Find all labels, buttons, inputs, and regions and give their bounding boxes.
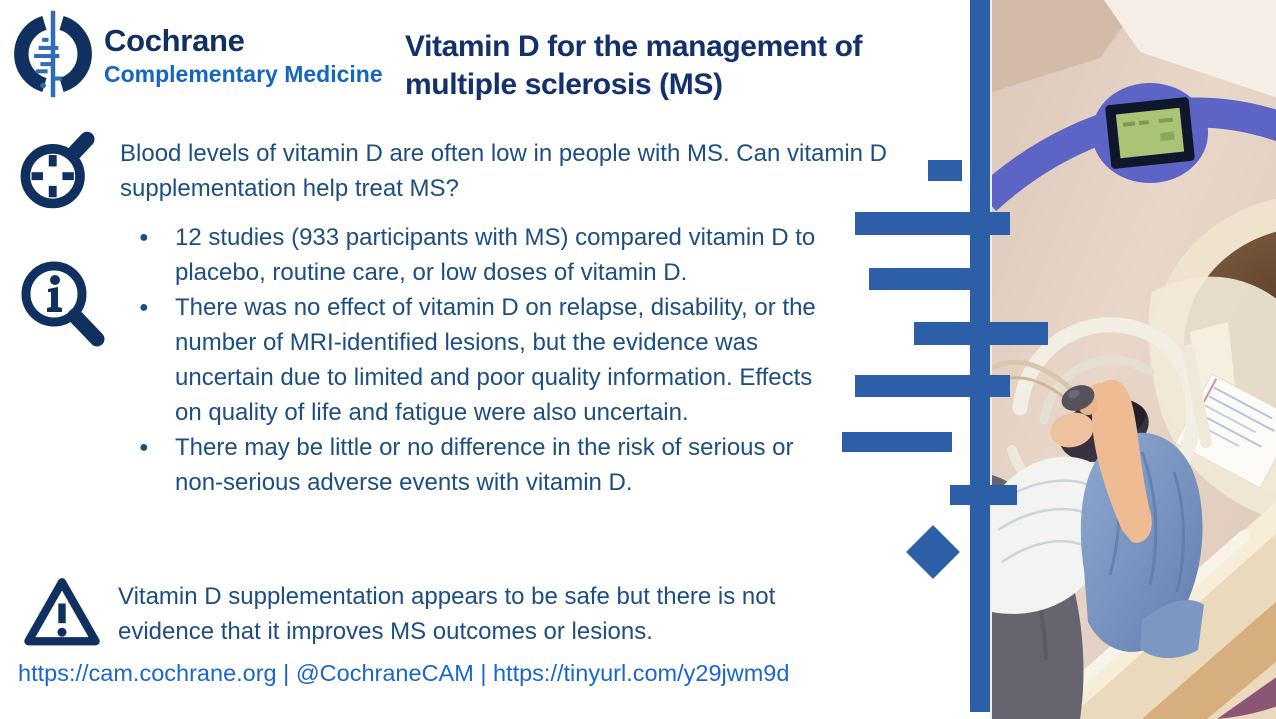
footer-link-twitter[interactable]: @CochraneCAM	[295, 660, 474, 686]
cochrane-logo-svg	[14, 10, 92, 98]
finding-bullet: 12 studies (933 participants with MS) co…	[135, 220, 835, 290]
target-scope-icon	[14, 126, 102, 214]
finding-text: 12 studies (933 participants with MS) co…	[175, 224, 816, 286]
info-magnifier-icon	[12, 252, 112, 356]
conclusion-text: Vitamin D supplementation appears to be …	[118, 583, 776, 645]
mri-photo-art	[992, 0, 1276, 719]
forest-plot-bar	[869, 268, 973, 290]
forest-plot-diamond	[906, 525, 960, 579]
mri-photo	[990, 0, 1276, 719]
finding-bullet: There may be little or no difference in …	[135, 430, 835, 500]
forest-plot-bar	[950, 485, 1017, 505]
footer-separator: |	[276, 660, 296, 686]
brand-unit: Complementary Medicine	[104, 61, 383, 87]
finding-text: There may be little or no difference in …	[175, 434, 794, 496]
forest-plot-bar	[914, 322, 1048, 345]
footer-links: https://cam.cochrane.org | @CochraneCAM …	[18, 658, 789, 688]
brand-block: Cochrane Complementary Medicine	[104, 24, 383, 88]
page-title: Vitamin D for the management of multiple…	[405, 30, 863, 101]
forest-plot-bar	[855, 375, 1010, 397]
warning-triangle-icon	[20, 574, 104, 656]
cochrane-logo-icon	[8, 8, 98, 100]
forest-plot-axis	[970, 0, 990, 712]
brand-org: Cochrane	[104, 23, 245, 58]
forest-plot-bar	[855, 212, 1010, 235]
footer-link-tinyurl[interactable]: https://tinyurl.com/y29jwm9d	[492, 660, 790, 686]
question-text: Blood levels of vitamin D are often low …	[120, 140, 888, 202]
footer-link-cam[interactable]: https://cam.cochrane.org	[18, 660, 277, 686]
finding-bullet: There was no effect of vitamin D on rela…	[135, 290, 835, 430]
footer-separator: |	[473, 660, 493, 686]
findings-list: 12 studies (933 participants with MS) co…	[135, 220, 835, 500]
finding-text: There was no effect of vitamin D on rela…	[175, 294, 816, 426]
forest-plot-bar	[842, 432, 952, 452]
forest-plot-bar	[928, 160, 962, 181]
